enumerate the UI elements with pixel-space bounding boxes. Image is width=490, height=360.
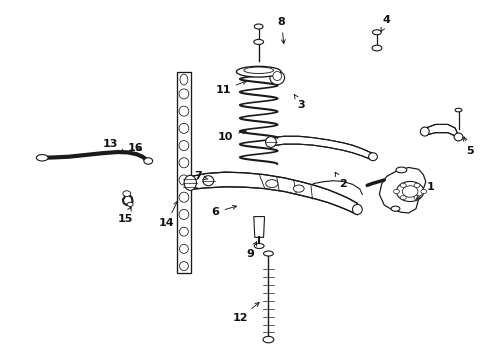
Circle shape <box>400 183 406 188</box>
Ellipse shape <box>254 40 264 44</box>
Circle shape <box>123 191 131 197</box>
Polygon shape <box>272 136 372 160</box>
Ellipse shape <box>179 175 189 185</box>
Ellipse shape <box>455 108 462 112</box>
Ellipse shape <box>264 251 273 256</box>
Ellipse shape <box>368 153 377 161</box>
Text: 10: 10 <box>218 130 246 142</box>
Circle shape <box>414 183 420 188</box>
Ellipse shape <box>266 136 276 147</box>
Polygon shape <box>426 125 458 140</box>
Ellipse shape <box>263 336 274 343</box>
Ellipse shape <box>372 45 382 51</box>
Bar <box>176 72 191 273</box>
Polygon shape <box>191 172 357 215</box>
Ellipse shape <box>179 210 189 220</box>
Ellipse shape <box>184 175 196 190</box>
Ellipse shape <box>266 180 278 188</box>
Circle shape <box>393 189 399 194</box>
Polygon shape <box>379 167 426 213</box>
Text: 14: 14 <box>159 201 177 228</box>
Ellipse shape <box>144 158 153 164</box>
Ellipse shape <box>179 244 188 253</box>
Ellipse shape <box>294 185 304 192</box>
Ellipse shape <box>396 167 407 173</box>
Text: 6: 6 <box>212 206 237 217</box>
Ellipse shape <box>236 66 281 77</box>
Ellipse shape <box>270 71 285 85</box>
Ellipse shape <box>254 243 264 248</box>
Ellipse shape <box>391 206 400 211</box>
Ellipse shape <box>203 176 214 186</box>
Ellipse shape <box>179 262 188 271</box>
Ellipse shape <box>352 204 362 215</box>
Circle shape <box>127 202 133 207</box>
Text: 4: 4 <box>381 15 391 31</box>
Text: 7: 7 <box>195 171 208 181</box>
Text: 12: 12 <box>232 302 259 323</box>
Ellipse shape <box>244 67 273 73</box>
Ellipse shape <box>179 106 189 116</box>
Ellipse shape <box>179 89 189 99</box>
Polygon shape <box>254 217 265 237</box>
Text: 1: 1 <box>416 182 435 199</box>
Ellipse shape <box>254 24 263 29</box>
Ellipse shape <box>179 227 188 236</box>
Text: 5: 5 <box>464 137 473 156</box>
Circle shape <box>400 195 406 200</box>
Ellipse shape <box>454 133 463 141</box>
Text: 13: 13 <box>103 139 124 153</box>
Ellipse shape <box>36 154 48 161</box>
Ellipse shape <box>180 74 188 85</box>
Ellipse shape <box>179 123 189 134</box>
Ellipse shape <box>179 158 189 168</box>
Ellipse shape <box>372 30 381 35</box>
Circle shape <box>414 195 420 200</box>
Text: 11: 11 <box>215 81 246 95</box>
Text: 3: 3 <box>294 94 305 110</box>
Text: 2: 2 <box>335 172 346 189</box>
Circle shape <box>421 189 427 194</box>
Text: 15: 15 <box>118 207 133 224</box>
Text: 9: 9 <box>246 242 257 258</box>
Ellipse shape <box>420 127 429 136</box>
Text: 16: 16 <box>127 143 143 153</box>
Text: 8: 8 <box>278 17 286 44</box>
Circle shape <box>402 186 418 197</box>
Ellipse shape <box>179 140 189 150</box>
Ellipse shape <box>273 72 282 81</box>
Circle shape <box>396 181 424 202</box>
Ellipse shape <box>179 192 189 202</box>
